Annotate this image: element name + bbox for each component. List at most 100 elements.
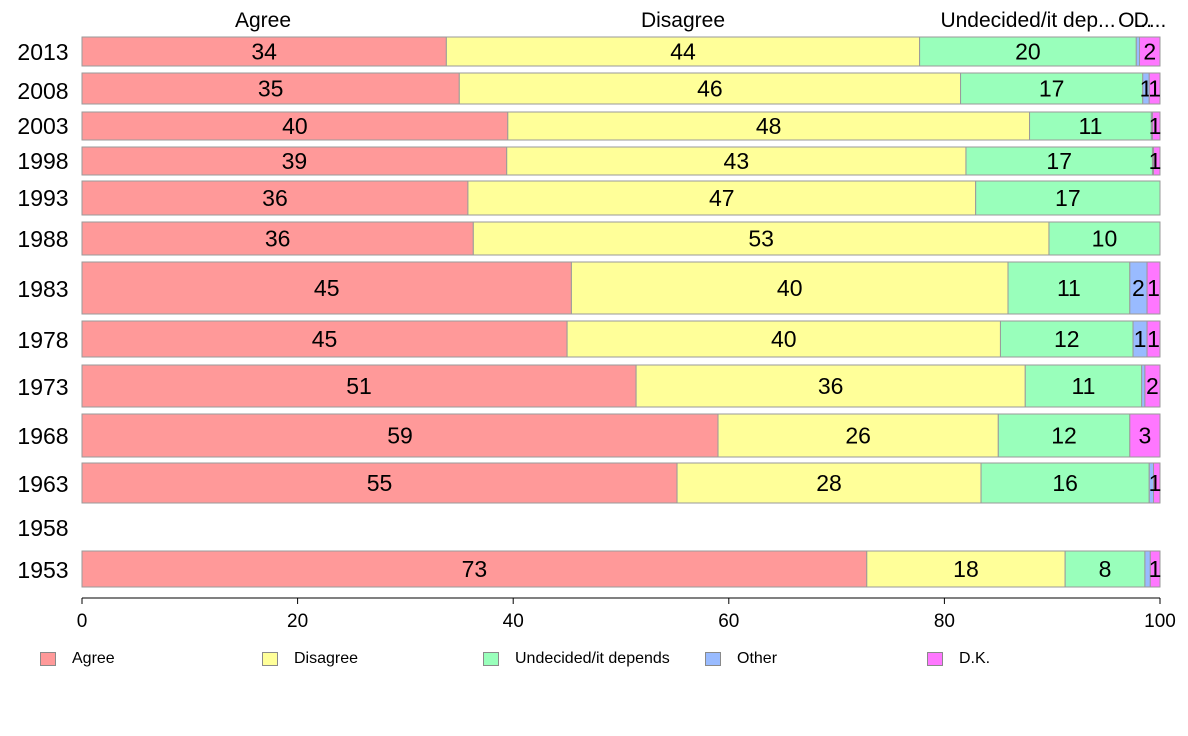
x-tick-label: 60	[718, 611, 739, 632]
bar-segment	[1139, 36, 1161, 67]
bar-value-label: 11	[1057, 275, 1081, 301]
chart-legend: Agree Disagree Undecided/it depends Other D.…	[40, 650, 1140, 674]
bar-segment	[1129, 413, 1161, 458]
bar-value-label: 34	[251, 39, 277, 65]
bar-value-label: 17	[1046, 148, 1072, 174]
bar-value-label: 1	[1149, 470, 1162, 496]
bar-segment	[866, 550, 1066, 588]
bar-segment	[1007, 261, 1131, 315]
bar-value-label: 17	[1039, 76, 1065, 102]
bar-value-label: 44	[670, 39, 696, 65]
bar-segment	[81, 221, 474, 256]
bar-segment	[1144, 364, 1161, 408]
bar-value-label: 16	[1052, 470, 1078, 496]
bar-value-label: 1	[1134, 326, 1147, 352]
legend-item: D.K.	[927, 650, 990, 668]
bar-value-label: 2	[1146, 373, 1159, 399]
bar-value-label: 43	[724, 148, 750, 174]
bar-segment	[1153, 462, 1161, 504]
bar-segment	[1146, 320, 1161, 358]
top-series-label: D...	[1134, 9, 1167, 32]
bar-value-label: 36	[818, 373, 844, 399]
x-tick-label: 20	[287, 611, 308, 632]
bar-value-label: 45	[314, 275, 340, 301]
bar-segment	[1146, 261, 1161, 315]
bar-value-label: 51	[346, 373, 372, 399]
legend-item: Other	[705, 650, 777, 668]
bar-segment	[506, 146, 967, 176]
bar-value-label: 73	[462, 556, 488, 582]
bar-value-label: 12	[1051, 423, 1077, 449]
bar-segment	[81, 180, 469, 216]
bar-segment	[570, 261, 1009, 315]
bar-value-label: 45	[312, 326, 338, 352]
bar-value-label: 55	[367, 470, 393, 496]
bar-value-label: 39	[282, 148, 308, 174]
chart-canvas: Agree Disagree Undecided/it dep... O...D...…	[17, 9, 1175, 632]
bar-segment	[81, 320, 568, 358]
x-tick-label: 40	[503, 611, 524, 632]
bar-segment	[676, 462, 982, 504]
bar-segment	[997, 413, 1131, 458]
bar-segment	[81, 413, 719, 458]
bar-segment	[472, 221, 1050, 256]
bar-segment	[975, 180, 1161, 216]
bar-value-label: 2	[1143, 39, 1156, 65]
legend-swatch	[262, 652, 278, 666]
bar-value-label: 26	[845, 423, 871, 449]
bar-value-label: 3	[1139, 423, 1152, 449]
bar-segment	[1151, 111, 1161, 141]
x-tick-label: 0	[77, 611, 88, 632]
bar-segment	[81, 462, 678, 504]
bar-value-label: 40	[771, 326, 797, 352]
bar-value-label: 48	[756, 113, 782, 139]
legend-swatch	[483, 652, 499, 666]
legend-swatch	[40, 652, 56, 666]
year-label: 1998	[17, 148, 68, 174]
year-label: 2003	[17, 113, 68, 139]
legend-item: Agree	[40, 650, 115, 668]
year-label: 1953	[17, 557, 68, 583]
legend-label: D.K.	[959, 650, 991, 667]
bar-value-label: 28	[816, 470, 842, 496]
bar-segment	[445, 36, 921, 67]
bar-segment	[635, 364, 1026, 408]
bar-value-label: 47	[709, 185, 735, 211]
bar-value-label: 10	[1092, 226, 1118, 252]
bar-value-label: 18	[953, 556, 979, 582]
legend-swatch	[705, 652, 721, 666]
top-series-label: Disagree	[641, 9, 725, 32]
legend-item: Disagree	[262, 650, 358, 668]
bar-segment	[965, 146, 1153, 176]
bar-segment	[81, 261, 572, 315]
bar-segment	[960, 72, 1144, 105]
bar-value-label: 20	[1015, 39, 1041, 65]
bar-segment	[467, 180, 977, 216]
bar-value-label: 11	[1079, 113, 1103, 139]
legend-label: Agree	[72, 650, 115, 667]
bar-value-label: 36	[265, 226, 291, 252]
bar-value-label: 59	[387, 423, 413, 449]
bar-value-label: 12	[1054, 326, 1080, 352]
bar-segment	[507, 111, 1031, 141]
bar-segment	[81, 550, 868, 588]
bar-segment	[81, 364, 637, 408]
x-tick-label: 80	[934, 611, 955, 632]
bar-segment	[717, 413, 999, 458]
top-series-label: Agree	[235, 9, 291, 32]
legend-label: Undecided/it depends	[515, 650, 670, 667]
top-series-label: Undecided/it dep...	[940, 9, 1115, 32]
bar-segment	[566, 320, 1001, 358]
year-label: 2008	[17, 78, 68, 104]
bar-segment	[1153, 146, 1161, 176]
legend-swatch	[927, 652, 943, 666]
bar-value-label: 1	[1149, 113, 1162, 139]
bar-value-label: 1	[1148, 76, 1161, 102]
legend-item: Undecided/it depends	[483, 650, 670, 668]
bar-value-label: 1	[1147, 275, 1160, 301]
bar-value-label: 46	[697, 76, 723, 102]
bar-value-label: 17	[1055, 185, 1081, 211]
year-label: 1983	[17, 276, 68, 302]
bar-value-label: 2	[1132, 275, 1145, 301]
